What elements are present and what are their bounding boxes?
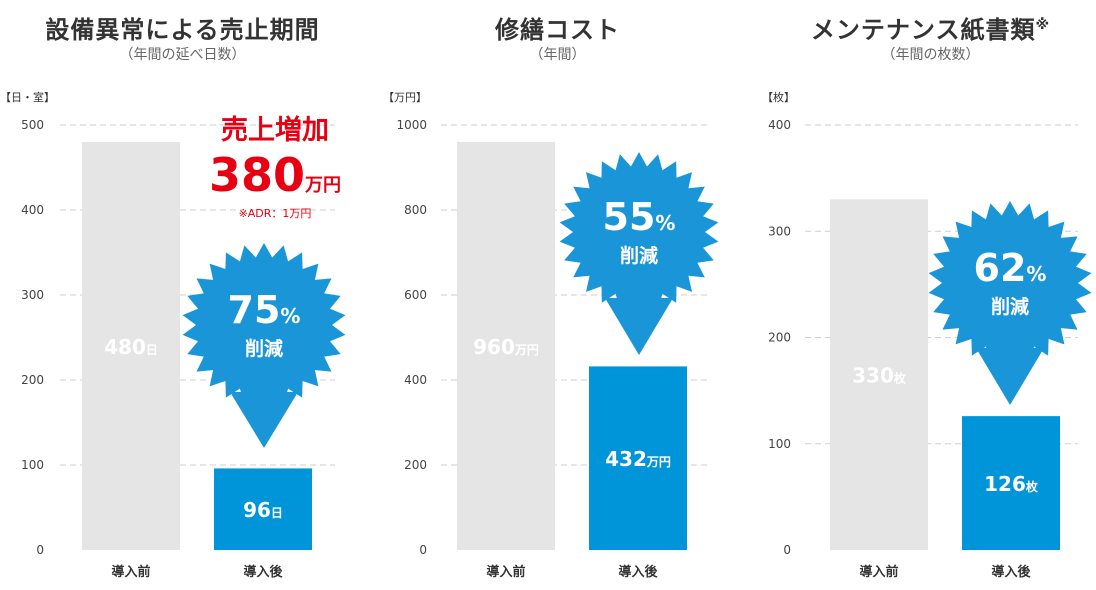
chart-title: 修繕コスト: [495, 16, 620, 44]
reduction-percent: 55%: [603, 195, 676, 239]
sales-increase-note: ※ADR：1万円: [238, 207, 312, 220]
x-category-label: 導入前: [111, 564, 150, 580]
chart-title: 設備異常による売止期間: [45, 16, 320, 44]
sales-increase-heading: 売上増加: [221, 115, 329, 146]
y-tick-label: 100: [768, 437, 791, 451]
y-tick-label: 0: [36, 543, 44, 557]
chart-title: メンテナンス紙書類※: [810, 16, 1051, 44]
y-tick-label: 400: [404, 373, 427, 387]
bar-value-label: 330枚: [852, 364, 907, 388]
bar-after: [589, 366, 687, 550]
y-tick-label: 800: [404, 203, 427, 217]
bar-chart-repair-cost: 0 200 400 600 800 1000 導入前 導入後 960万円 432万円 55% 削減: [396, 118, 719, 580]
bar-chart-downtime: 0 100 200 300 400 500 導入前 導入後 480日 96日 75% 削減: [21, 118, 346, 580]
y-tick-label: 500: [21, 118, 44, 132]
y-tick-label: 100: [21, 458, 44, 472]
down-arrow-icon: [605, 272, 673, 355]
bar-after: [962, 416, 1060, 550]
reduction-label: 削減: [991, 295, 1029, 318]
x-category-label: 導入後: [243, 564, 283, 580]
y-tick-label: 0: [783, 543, 791, 557]
reduction-percent: 62%: [974, 246, 1047, 290]
bar-value-label: 960万円: [473, 335, 539, 359]
y-tick-label: 200: [404, 458, 427, 472]
unit-label: 【枚】: [762, 91, 795, 104]
y-tick-label: 600: [404, 288, 427, 302]
panel-downtime: 設備異常による売止期間 （年間の延べ日数） 【日・室】 0 100 200 300 40…: [0, 0, 365, 590]
chart-subtitle: （年間）: [529, 47, 586, 63]
y-tick-label: 200: [21, 373, 44, 387]
unit-label: 【万円】: [383, 91, 427, 104]
starburst-badge-icon: [182, 243, 346, 407]
panel-paper-documents: メンテナンス紙書類※ （年間の枚数） 【枚】 0 100 200 300 400 導入前 導…: [748, 0, 1096, 590]
y-tick-label: 400: [768, 118, 791, 132]
starburst-badge-icon: [928, 201, 1092, 365]
bar-before: [82, 142, 180, 550]
y-tick-label: 1000: [396, 118, 427, 132]
y-tick-label: 0: [419, 543, 427, 557]
sales-increase-value: 380万円: [208, 148, 342, 202]
chart-subtitle: （年間の枚数）: [881, 47, 980, 63]
y-tick-label: 400: [21, 203, 44, 217]
y-tick-label: 200: [768, 331, 791, 345]
reduction-label: 削減: [620, 244, 658, 267]
panel-repair-cost: 修繕コスト （年間） 【万円】 0 200 400 600 800 1000 導入前 導入後 9…: [375, 0, 740, 590]
bar-value-label: 432万円: [605, 447, 671, 471]
bar-chart-paper-documents: 0 100 200 300 400 導入前 導入後 330枚 126枚 62% 削減: [768, 118, 1092, 580]
bar-before: [830, 199, 928, 550]
bar-value-label: 126枚: [984, 472, 1039, 496]
reduction-percent: 75%: [228, 288, 301, 332]
x-category-label: 導入前: [486, 564, 525, 580]
x-category-label: 導入前: [859, 564, 898, 580]
y-tick-label: 300: [21, 288, 44, 302]
starburst-badge-icon: [559, 152, 719, 312]
bar-after: [214, 468, 312, 550]
x-category-label: 導入後: [991, 564, 1031, 580]
bar-value-label: 96日: [243, 498, 283, 522]
y-tick-label: 300: [768, 224, 791, 238]
x-category-label: 導入後: [618, 564, 658, 580]
bar-before: [457, 142, 555, 550]
reduction-label: 削減: [245, 337, 283, 360]
unit-label: 【日・室】: [0, 91, 55, 104]
bar-value-label: 480日: [104, 335, 158, 359]
chart-subtitle: （年間の延べ日数）: [119, 47, 246, 63]
